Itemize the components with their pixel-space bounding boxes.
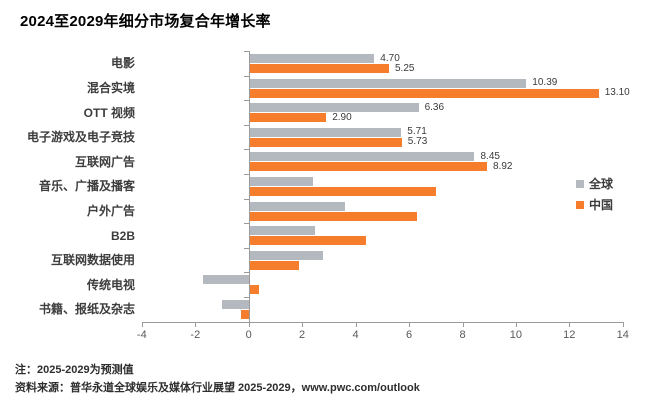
x-tick-label: 14: [616, 328, 629, 341]
global-bar: [203, 275, 249, 285]
y-tick: [243, 51, 249, 52]
legend-item-global: 全球: [576, 176, 613, 191]
y-tick: [243, 124, 249, 126]
x-tick-label: 10: [509, 328, 523, 341]
global-bar: [248, 127, 402, 137]
china-value-label: 5.25: [395, 62, 415, 74]
y-tick: [243, 223, 249, 225]
global-value-label: 6.36: [424, 101, 445, 113]
global-bar: [248, 250, 324, 260]
global-bar: [248, 152, 475, 162]
x-tick: [141, 321, 143, 327]
china-bar: [248, 285, 260, 295]
legend-item-china: 中国: [576, 197, 613, 212]
x-tick-label: 12: [563, 328, 576, 341]
global-value-label: 8.45: [480, 150, 500, 162]
global-value-label: 4.70: [380, 52, 400, 64]
category-label: 音乐、广播及播客: [38, 179, 135, 194]
china-bar: [248, 187, 436, 196]
x-tick: [302, 321, 304, 327]
category-label: 传统电视: [86, 277, 135, 292]
category-label: OTT 视频: [83, 105, 135, 120]
x-tick: [195, 321, 197, 327]
y-tick: [243, 297, 249, 298]
x-tick: [409, 321, 410, 327]
category-label: 互联网广告: [74, 154, 135, 169]
y-tick: [243, 272, 249, 274]
x-tick-label: -2: [190, 328, 201, 341]
note-source: 资料来源：普华永道全球娱乐及媒体行业展望 2025-2029，www.pwc.c…: [15, 382, 420, 394]
chart-title: 2024至2029年细分市场复合年增长率: [20, 13, 271, 30]
note-forecast: 注：2025-2029为预测值: [15, 364, 134, 376]
china-value-label: 8.92: [493, 160, 513, 172]
global-value-label: 5.71: [407, 126, 427, 138]
global-bar: [248, 54, 375, 63]
x-axis: [141, 321, 623, 323]
china-bar: [248, 64, 389, 73]
global-bar: [248, 177, 313, 186]
x-tick-label: -4: [136, 328, 147, 341]
x-tick: [569, 321, 571, 327]
global-bar: [248, 103, 419, 113]
y-tick: [243, 75, 249, 77]
y-tick: [243, 174, 249, 175]
china-bar: [248, 260, 300, 270]
x-tick: [462, 321, 464, 327]
china-bar: [248, 236, 367, 246]
y-tick: [243, 100, 249, 102]
china-value-label: 2.90: [332, 111, 352, 123]
category-label: 混合实境: [86, 80, 135, 95]
china-bar: [248, 211, 417, 221]
y-tick: [243, 198, 249, 200]
global-bar: [248, 78, 527, 88]
china-value-label: 13.10: [604, 87, 630, 99]
x-tick-label: 4: [352, 328, 359, 341]
china-value-label: 5.73: [407, 136, 428, 148]
china-swatch-icon: [576, 200, 584, 209]
y-tick: [243, 247, 249, 249]
x-tick-label: 2: [299, 328, 306, 341]
global-value-label: 10.39: [532, 77, 558, 89]
x-tick: [515, 321, 517, 327]
legend: 全球 中国: [576, 176, 613, 218]
category-label: 互联网数据使用: [50, 253, 135, 268]
china-bar: [248, 137, 402, 147]
category-label: 书籍、报纸及杂志: [38, 302, 135, 317]
category-label: 电子游戏及电子竞技: [26, 130, 135, 145]
x-tick: [355, 321, 357, 327]
category-label: 户外广告: [86, 203, 135, 218]
china-bar: [240, 310, 249, 319]
global-swatch-icon: [576, 179, 584, 188]
china-bar: [248, 162, 487, 172]
china-legend-label: 中国: [589, 198, 614, 212]
category-label: B2B: [110, 228, 135, 243]
global-bar: [222, 300, 249, 309]
x-tick-label: 8: [459, 328, 466, 341]
china-bar: [248, 113, 327, 123]
x-tick-label: 0: [245, 328, 252, 341]
global-legend-label: 全球: [589, 177, 614, 191]
global-bar: [248, 226, 316, 236]
x-tick-label: 6: [405, 328, 413, 341]
x-tick: [248, 321, 250, 327]
y-axis: [248, 51, 250, 322]
global-bar: [248, 201, 345, 211]
china-bar: [248, 88, 599, 98]
y-tick: [243, 149, 249, 151]
x-tick: [622, 321, 624, 327]
category-label: 电影: [110, 56, 135, 71]
